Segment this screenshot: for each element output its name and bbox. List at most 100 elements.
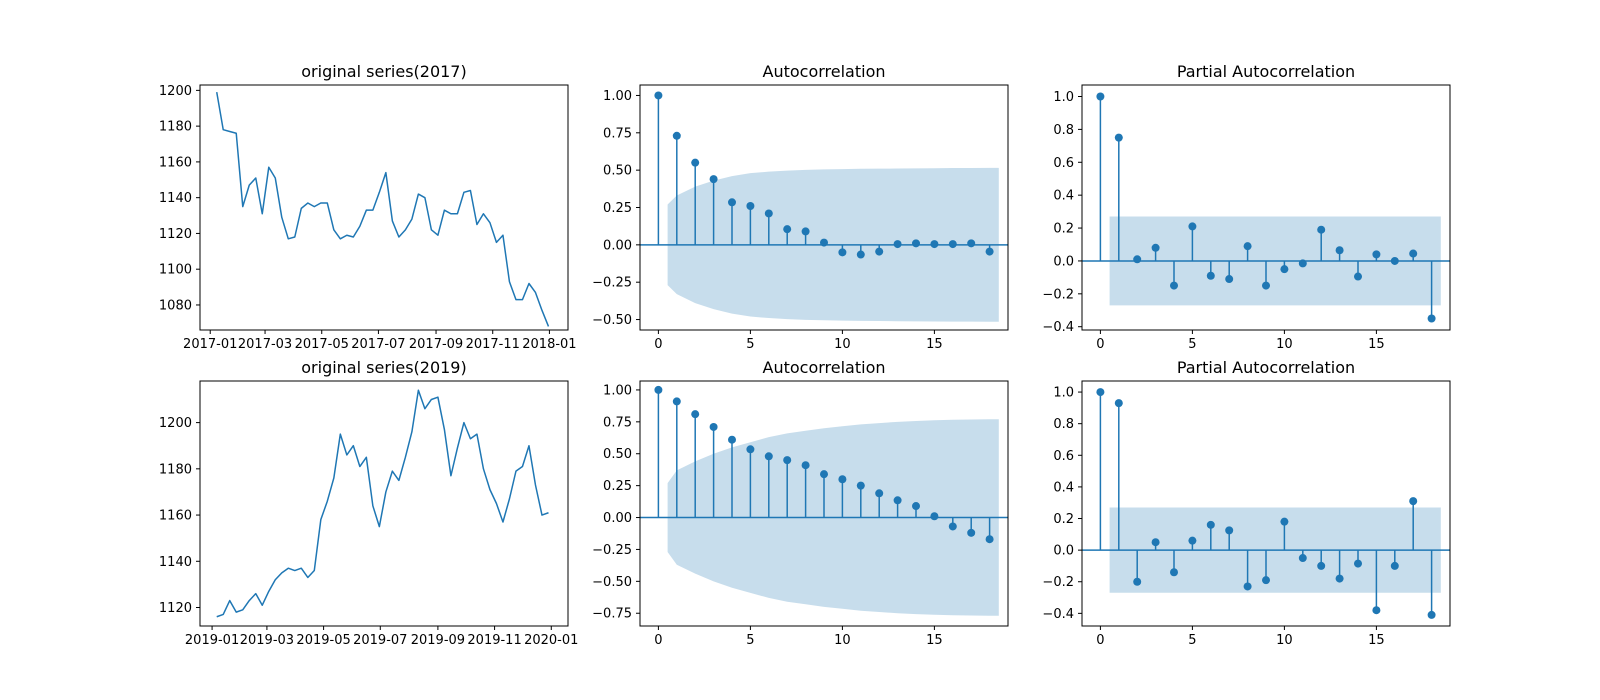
stem-marker (1133, 577, 1142, 586)
x-tick-label: 10 (834, 337, 851, 352)
stem-marker (1372, 250, 1381, 259)
plot-area (1082, 388, 1450, 619)
stem-marker (838, 248, 847, 257)
stem-marker (1114, 399, 1123, 408)
axes-frame (199, 380, 569, 627)
panel-title: Partial Autocorrelation (1177, 62, 1355, 81)
panel-series-2019: 2019-01 2019-03 2019-05 2019-07 2019-09 2019-… (159, 358, 579, 648)
stem-marker (746, 202, 755, 211)
stem-marker (1262, 281, 1270, 290)
y-tick-label: −0.25 (592, 543, 632, 558)
y-tick-label: 0.6 (1053, 156, 1074, 171)
stem-marker (1317, 225, 1326, 234)
y-tick-label: −0.50 (592, 575, 632, 590)
panel-series-2017: 2017-01 2017-03 2017-05 2017-07 2017-09 2017-… (159, 62, 577, 352)
x-tick-label: 15 (926, 337, 943, 352)
y-tick-label: 0.4 (1053, 189, 1074, 204)
y-tick-label: 1160 (159, 155, 192, 170)
stem-marker (1372, 606, 1381, 615)
y-tick-label: −0.2 (1042, 287, 1074, 302)
x-tick-label: 2019-05 (296, 633, 350, 648)
stem-marker (948, 522, 957, 531)
y-tick-label: 1120 (159, 601, 192, 616)
y-tick-label: 1120 (159, 227, 192, 242)
stem-marker (1335, 574, 1344, 583)
stem-marker (783, 456, 792, 465)
axes-frame (639, 380, 1009, 627)
x-tick-label: 10 (1276, 337, 1293, 352)
panel-acf-2017: 0 5 10 15 −0.50 −0.25 0.00 0.25 0.50 0.75 1.00 Auto… (592, 62, 1009, 352)
stem-marker (691, 410, 700, 419)
y-tick-label: 0.25 (603, 201, 632, 216)
stem-marker (1114, 133, 1123, 142)
y-tick-label: 1.00 (603, 89, 632, 104)
x-tick-label: 0 (1096, 633, 1104, 648)
y-tick-label: 1.0 (1053, 90, 1074, 105)
stem-marker (930, 240, 939, 249)
y-tick-label: 1180 (159, 120, 192, 135)
stem-marker (1188, 222, 1197, 231)
stem-marker (1298, 259, 1307, 268)
panel-pacf-2019: 0 5 10 15 −0.4 −0.2 0.0 0.2 0.4 0.6 0.8 1.0 Partial … (1042, 358, 1451, 648)
stem-marker (1206, 271, 1215, 280)
x-tick-label: 10 (1276, 633, 1293, 648)
stem-marker (856, 250, 865, 259)
series-line (216, 389, 549, 618)
stem-marker (930, 512, 939, 521)
stem-marker (1427, 610, 1436, 619)
x-tick-label: 15 (1368, 633, 1385, 648)
stem-marker (746, 445, 755, 454)
stem-marker (728, 435, 736, 444)
stem-marker (967, 239, 976, 248)
y-tick-label: 1100 (159, 263, 192, 278)
y-tick-label: 1.0 (1053, 386, 1074, 401)
x-tick-label: 2019-11 (467, 633, 521, 648)
stem-marker (783, 225, 792, 234)
plot-area (640, 91, 1008, 322)
y-tick-label: 1.00 (603, 383, 632, 398)
stem-marker (1206, 520, 1215, 529)
stem-marker (654, 385, 663, 394)
y-tick-label: 0.6 (1053, 449, 1074, 464)
stem-marker (1335, 246, 1344, 255)
stem-marker (1354, 559, 1362, 568)
x-tick-label: 0 (654, 337, 662, 352)
x-tick-label: 2017-09 (409, 337, 463, 352)
plot-area (215, 92, 550, 327)
x-tick-label: 2019-03 (240, 633, 294, 648)
panel-pacf-2017: 0 5 10 15 −0.4 −0.2 0.0 0.2 0.4 0.6 0.8 1.0 Partial … (1042, 62, 1451, 352)
x-tick-label: 2017-03 (238, 337, 292, 352)
stem-marker (967, 528, 976, 537)
stem-marker (1133, 255, 1142, 264)
stem-marker (672, 131, 681, 140)
axes-frame (199, 84, 569, 331)
y-tick-label: 1180 (159, 462, 192, 477)
stem-marker (838, 475, 847, 484)
stem-marker (709, 175, 718, 184)
stem-marker (1354, 272, 1362, 281)
stem-marker (893, 240, 902, 249)
x-tick-label: 10 (834, 633, 851, 648)
stem-marker (1390, 256, 1399, 265)
y-tick-label: 0.2 (1053, 512, 1074, 527)
x-tick-label: 2018-01 (522, 337, 576, 352)
stem-marker (1188, 536, 1197, 545)
x-tick-label: 2019-01 (185, 633, 239, 648)
x-tick-label: 2017-05 (295, 337, 349, 352)
stem-marker (1151, 538, 1160, 547)
y-tick-label: 0.50 (603, 447, 632, 462)
plot-area (640, 385, 1008, 616)
stem-marker (801, 461, 810, 470)
stem-marker (691, 158, 700, 167)
panel-title: Partial Autocorrelation (1177, 358, 1355, 377)
x-tick-label: 2019-09 (411, 633, 465, 648)
stem-marker (728, 198, 736, 207)
stem-marker (1243, 242, 1252, 251)
x-tick-label: 0 (1096, 337, 1104, 352)
y-tick-label: 1080 (159, 298, 192, 313)
panel-title: Autocorrelation (763, 62, 886, 81)
y-tick-label: 1200 (159, 84, 192, 99)
y-tick-label: −0.4 (1042, 320, 1074, 335)
